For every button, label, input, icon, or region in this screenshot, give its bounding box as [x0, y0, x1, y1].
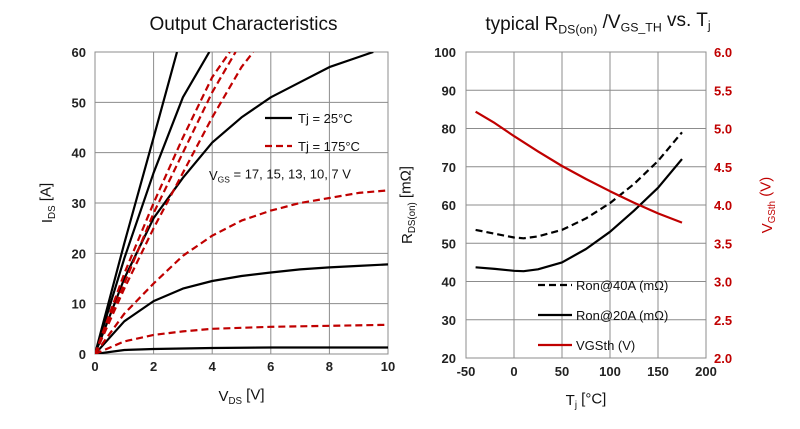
y-tick-label: 60 [72, 45, 86, 60]
y2-tick-label: 5.0 [714, 122, 732, 137]
vgsth-curve [475, 110, 683, 224]
y-tick-label: 10 [72, 297, 86, 312]
y2-axis-label: VGSth (V) [757, 177, 778, 233]
curve-25c [95, 346, 388, 354]
x-tick-label: 10 [381, 359, 395, 374]
x-tick-label: 2 [150, 359, 157, 374]
rdson-vgsth-vs-tj-chart: -50 0 50 100 150 200 20 30 40 50 60 70 80 90 100 2.0 2.5… [397, 10, 778, 411]
y-tick-label: 60 [442, 198, 456, 213]
x-tick-label: 150 [647, 364, 669, 379]
legend-label: VGSth (V) [576, 338, 635, 353]
legend-label: Ron@40A (mΩ) [576, 278, 668, 293]
y-tick-label: 40 [72, 146, 86, 161]
chart-title: typical RDS(on) /VGS_TH vs. Tj [485, 10, 710, 37]
y-axis-label: IDS [A] [37, 183, 58, 223]
plot-frame [465, 51, 707, 359]
y-tick-label: 70 [442, 160, 456, 175]
y-tick-label: 20 [442, 351, 456, 366]
y2-tick-label: 2.0 [714, 351, 732, 366]
legend-label: Ron@20A (mΩ) [576, 308, 668, 323]
y2-tick-label: 6.0 [714, 45, 732, 60]
y2-tick-label: 3.5 [714, 236, 732, 251]
y2-tick-label: 3.0 [714, 275, 732, 290]
y-tick-label: 30 [442, 313, 456, 328]
x-tick-label: 6 [267, 359, 274, 374]
x-axis-label: Tj [°C] [566, 390, 607, 411]
x-tick-label: 8 [326, 359, 333, 374]
x-tick-label: 0 [510, 364, 517, 379]
y-tick-label: 80 [442, 122, 456, 137]
ron-40a-curve [475, 131, 683, 240]
output-characteristics-chart: 0 2 4 6 8 10 0 10 20 30 40 50 60 Tj = 25°C Tj = 175°C V… [37, 14, 395, 407]
y2-tick-label: 5.5 [714, 83, 732, 98]
x-tick-label: 4 [209, 359, 217, 374]
y-tick-label: 100 [434, 45, 456, 60]
curve-175c [95, 52, 255, 354]
x-tick-label: 200 [695, 364, 717, 379]
x-tick-label: 0 [91, 359, 98, 374]
y-tick-label: 50 [72, 95, 86, 110]
y-tick-label: 30 [72, 196, 86, 211]
y-tick-label: 50 [442, 236, 456, 251]
curve-175c [95, 189, 388, 354]
y-axis-label: RDS(on) [mΩ] [397, 166, 418, 244]
y-tick-label: 20 [72, 246, 86, 261]
y-tick-label: 0 [79, 347, 86, 362]
ron-20a-curve [475, 158, 683, 273]
y2-tick-label: 4.0 [714, 198, 732, 213]
chart-title: Output Characteristics [150, 14, 338, 35]
x-axis-label: VDS [V] [218, 386, 264, 407]
x-tick-label: 100 [599, 364, 621, 379]
curve-175c [95, 52, 231, 354]
legend-label: Tj = 25°C [298, 111, 353, 126]
plot-frame [94, 51, 389, 355]
y-tick-label: 90 [442, 83, 456, 98]
x-tick-label: -50 [457, 364, 476, 379]
vgs-annotation: VGS = 17, 15, 13, 10, 7 V [209, 167, 351, 185]
y2-tick-label: 2.5 [714, 313, 732, 328]
curve-25c [95, 52, 211, 354]
legend-label: Tj = 175°C [298, 139, 360, 154]
curve-25c [95, 52, 179, 354]
series-group [95, 52, 388, 354]
x-tick-label: 50 [555, 364, 569, 379]
y-tick-label: 40 [442, 275, 456, 290]
y2-tick-label: 4.5 [714, 160, 732, 175]
curve-25c [95, 263, 388, 354]
